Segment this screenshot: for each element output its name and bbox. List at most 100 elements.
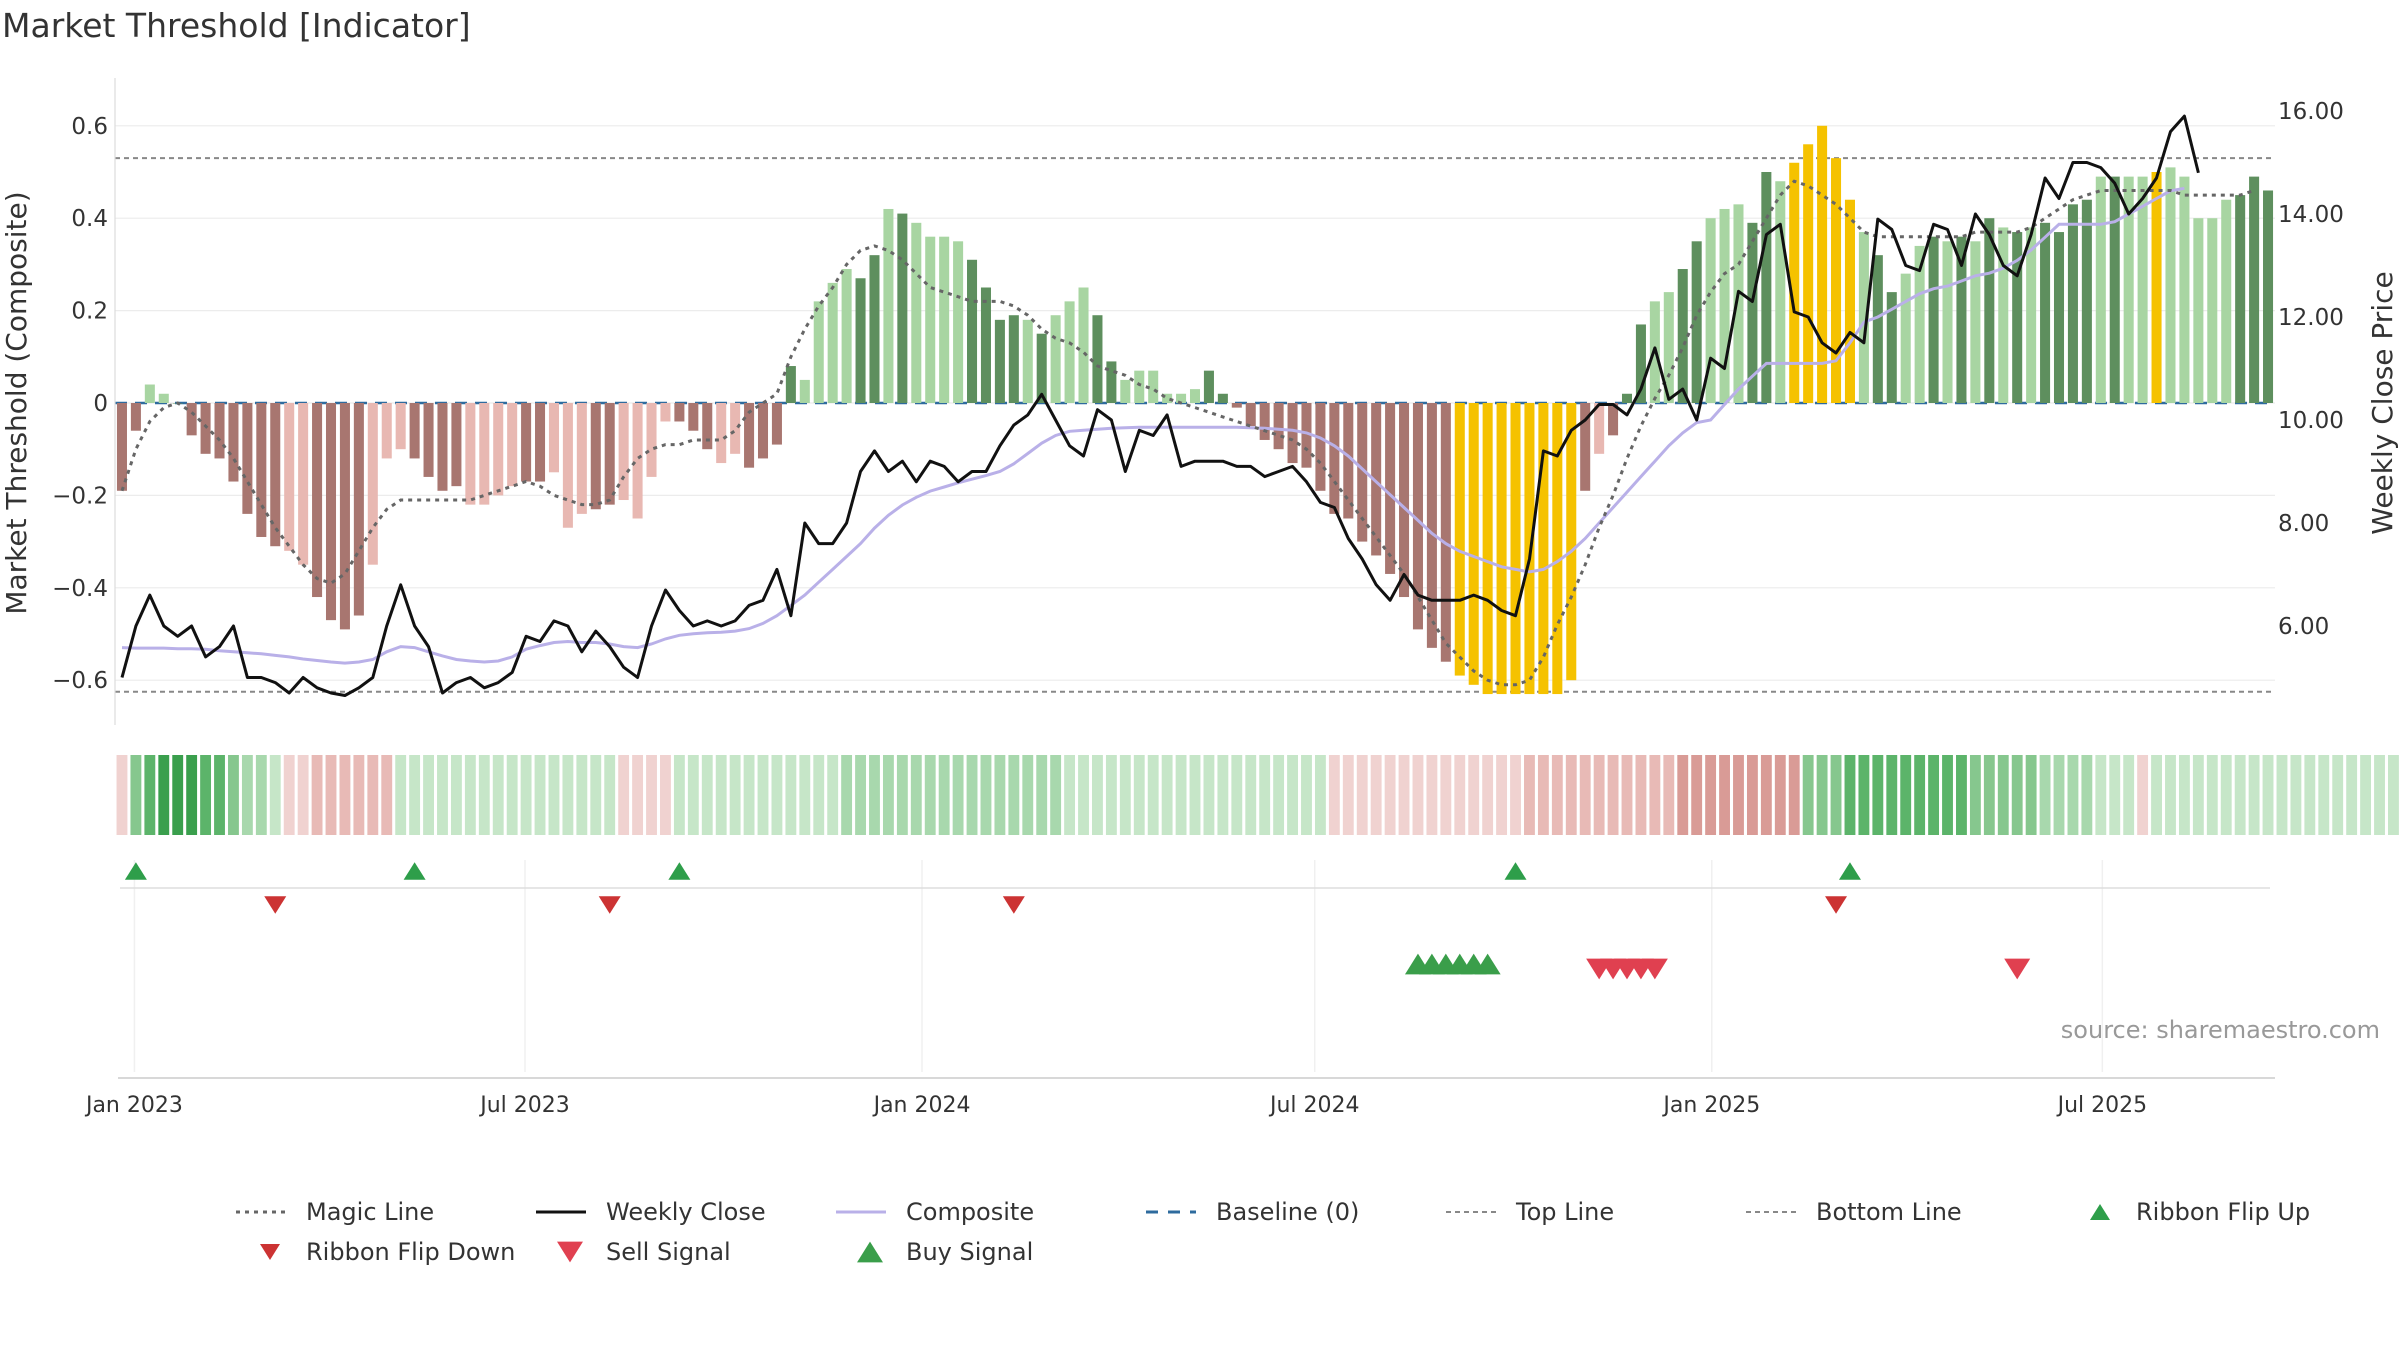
legend-label: Top Line: [1516, 1198, 1615, 1226]
ribbon-cell: [604, 755, 616, 835]
ribbon-cell: [2388, 755, 2399, 835]
ribbon-cell: [1649, 755, 1661, 835]
ribbon-cell: [841, 755, 853, 835]
bar: [1803, 144, 1814, 403]
legend-row: Ribbon Flip Down Sell Signal Buy Signal: [230, 1238, 2330, 1278]
bar: [2026, 227, 2037, 403]
y-tick-label: 0: [93, 391, 108, 417]
bar: [298, 403, 309, 565]
bar: [339, 403, 350, 630]
bar: [925, 236, 936, 403]
ribbon-cell: [1928, 755, 1940, 835]
ribbon-cell: [269, 755, 281, 835]
ribbon-cell: [1078, 755, 1089, 835]
bar: [214, 403, 225, 459]
bar: [381, 403, 392, 459]
bar: [1357, 403, 1368, 542]
bar: [1984, 218, 1995, 403]
bar: [2151, 172, 2162, 403]
bar: [1245, 403, 1256, 427]
ribbon-cell: [2053, 755, 2065, 835]
ribbon-cell: [1384, 755, 1396, 835]
bar: [1315, 403, 1326, 491]
bar: [967, 259, 978, 403]
legend-item: Ribbon Flip Down: [230, 1238, 515, 1266]
ribbon-cell: [590, 755, 602, 835]
ribbon-cell: [1259, 755, 1271, 835]
bar: [228, 403, 239, 482]
bar: [1120, 379, 1131, 403]
ribbon-cell: [325, 755, 337, 835]
ribbon-cell: [437, 755, 448, 835]
ribbon-cell: [827, 755, 839, 835]
bar: [1217, 393, 1228, 403]
ribbon-cell: [701, 755, 713, 835]
bar: [1608, 403, 1619, 436]
y2-tick-label: 12.00: [2278, 305, 2344, 331]
ribbon-cell: [186, 755, 198, 835]
bar: [507, 403, 518, 487]
bar: [1872, 255, 1883, 403]
bar: [1162, 393, 1173, 403]
bar: [1189, 389, 1201, 403]
y2-tick-label: 10.00: [2278, 408, 2344, 434]
ribbon-cell: [562, 755, 574, 835]
ribbon-cell: [2290, 755, 2302, 835]
ribbon-cell: [1524, 755, 1535, 835]
ribbon-flip-up-marker: [124, 862, 147, 880]
bar: [980, 287, 991, 403]
bar: [353, 403, 364, 616]
bar: [855, 278, 866, 403]
bar: [284, 403, 295, 551]
ribbon-cell: [2081, 755, 2093, 835]
bar: [409, 403, 420, 459]
ribbon-cell: [687, 755, 699, 835]
ribbon-cell: [2025, 755, 2037, 835]
x-tick-label: Jan 2024: [872, 1093, 971, 1118]
bar: [2263, 190, 2274, 403]
bar: [674, 403, 685, 422]
legend-item: Sell Signal: [530, 1238, 731, 1266]
bar: [1761, 172, 1772, 403]
bar: [1371, 403, 1382, 556]
ribbon-cell: [2248, 755, 2260, 835]
ribbon-cell: [1830, 755, 1842, 835]
bar: [521, 403, 532, 482]
ribbon-cell: [478, 755, 490, 835]
bar: [1426, 403, 1437, 648]
ribbon-cell: [1746, 755, 1758, 835]
ribbon-cell: [1412, 755, 1424, 835]
ribbon-cell: [228, 755, 239, 835]
ribbon-flip-up-marker: [1838, 862, 1861, 880]
ribbon-cell: [618, 755, 630, 835]
legend-label: Composite: [906, 1198, 1035, 1226]
ribbon-cell: [367, 755, 379, 835]
source-note: source: sharemaestro.com: [2060, 1016, 2380, 1044]
ribbon-cell: [882, 755, 894, 835]
ribbon-cell: [1733, 755, 1744, 835]
ribbon-cell: [492, 755, 504, 835]
bar: [158, 393, 169, 403]
bar: [1092, 315, 1103, 403]
bar: [911, 222, 922, 403]
ribbon-cell: [172, 755, 184, 835]
legend-item: Ribbon Flip Up: [2060, 1198, 2310, 1226]
ribbon-cell: [2262, 755, 2274, 835]
sell-signal-marker: [2004, 958, 2031, 980]
bar: [827, 282, 838, 403]
bar: [702, 403, 713, 450]
bar: [2109, 176, 2120, 403]
legend-swatch-icon: [557, 1241, 583, 1263]
bar: [144, 384, 155, 403]
bar: [1454, 403, 1465, 676]
legend-label: Buy Signal: [906, 1238, 1034, 1266]
ribbon-cell: [2192, 755, 2204, 835]
bar: [1301, 403, 1312, 468]
ribbon-cell: [1426, 755, 1438, 835]
bar: [1343, 403, 1354, 519]
bar: [116, 403, 127, 491]
bar: [451, 403, 462, 487]
ribbon-cell: [548, 755, 560, 835]
bar: [590, 403, 601, 510]
legend-item: Buy Signal: [830, 1238, 1033, 1266]
